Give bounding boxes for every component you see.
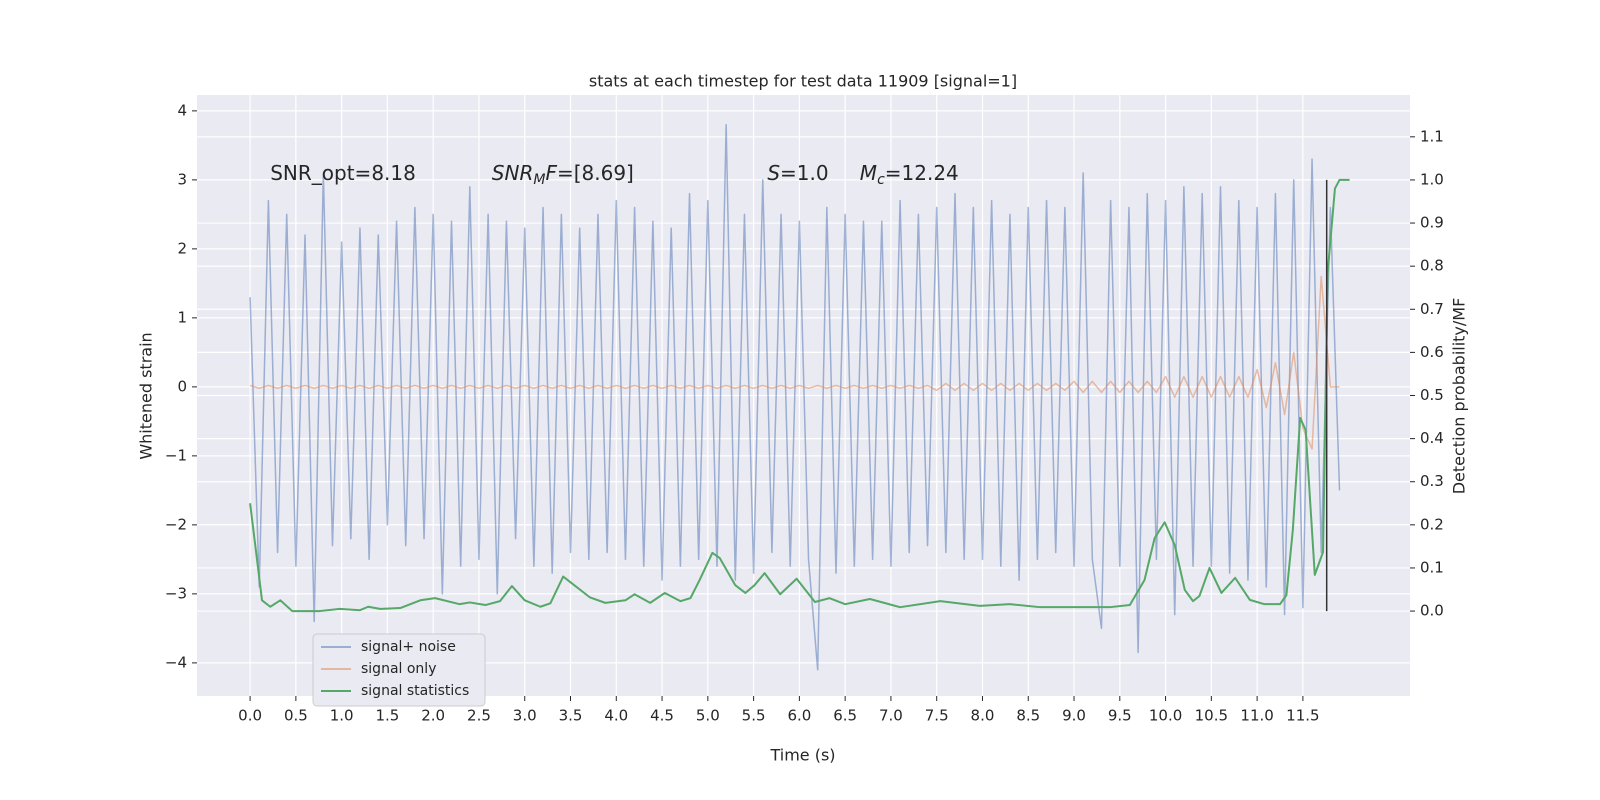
y2-tick-label: 0.2 [1420,515,1444,533]
x-tick-label: 4.0 [604,707,628,725]
x-tick-label: 6.0 [787,707,811,725]
y2-axis-label: Detection probability/MF [1450,298,1469,495]
x-tick-label: 2.5 [467,707,491,725]
y2-tick-label: 0.6 [1420,343,1444,361]
y-tick-label: −3 [165,584,187,602]
x-tick-label: 3.5 [559,707,583,725]
y2-tick-label: 0.9 [1420,214,1444,232]
x-tick-label: 6.5 [833,707,857,725]
legend-box [312,633,486,707]
annotation: SNRMF=[8.69] [492,161,634,188]
y2-tick-label: 0.1 [1420,558,1444,576]
x-tick-label: 5.0 [696,707,720,725]
y2-tick-label: 1.0 [1420,170,1444,188]
y-axis-label: Whitened strain [137,332,156,459]
y-tick-label: −2 [165,515,187,533]
chart-title: stats at each timestep for test data 119… [589,72,1017,91]
x-tick-label: 8.5 [1016,707,1040,725]
x-tick-label: 5.5 [742,707,766,725]
x-tick-label: 8.0 [971,707,995,725]
annotation-part: c [877,171,885,187]
legend-label: signal+ noise [361,639,456,655]
x-tick-label: 7.0 [879,707,903,725]
series-line [249,123,1341,671]
x-tick-label: 2.0 [421,707,445,725]
annotation: Mc=12.24 [860,161,959,188]
y2-tick-label: 0.4 [1420,429,1444,447]
y2-tick-label: 0.8 [1420,257,1444,275]
x-tick-label: 0.0 [238,707,262,725]
annotation-part: S [767,161,780,185]
annotation: SNR_opt=8.18 [270,161,416,185]
x-tick-label: 11.5 [1286,707,1319,725]
annotation-part: M [533,171,545,187]
y2-tick-label: 1.1 [1420,127,1444,145]
x-axis-label: Time (s) [769,746,835,765]
x-tick-label: 10.0 [1149,707,1182,725]
annotation-part: M [860,161,877,185]
y-tick-label: 1 [177,308,187,326]
annotation-part: SNR [492,161,534,185]
x-tick-label: 7.5 [925,707,949,725]
annotation-part: =12.24 [885,161,959,185]
series-line [249,275,1340,450]
y2-tick-label: 0.0 [1420,602,1444,620]
annotation: S=1.0 [767,161,828,185]
x-tick-label: 3.0 [513,707,537,725]
annotation-part: F [545,161,557,185]
y-tick-label: 3 [177,170,187,188]
annotation-part: SNR_opt=8.18 [270,161,416,185]
annotation-part: =1.0 [780,161,829,185]
y-tick-label: 4 [177,101,187,119]
y-tick-label: 2 [177,239,187,257]
y-tick-label: 0 [177,377,187,395]
x-tick-label: 9.5 [1108,707,1132,725]
x-tick-label: 1.5 [375,707,399,725]
x-tick-label: 9.0 [1062,707,1086,725]
x-tick-label: 4.5 [650,707,674,725]
y-tick-label: −4 [165,653,187,671]
y-tick-label: −1 [165,446,187,464]
legend-label: signal only [361,661,436,677]
annotation-part: =[8.69] [557,161,634,185]
y2-tick-label: 0.3 [1420,472,1444,490]
x-tick-label: 11.0 [1240,707,1273,725]
series-line [249,178,1350,613]
x-tick-label: 1.0 [330,707,354,725]
x-tick-label: 10.5 [1195,707,1228,725]
y2-tick-label: 0.5 [1420,386,1444,404]
y2-tick-label: 0.7 [1420,300,1444,318]
legend-label: signal statistics [361,683,469,699]
x-tick-label: 0.5 [284,707,308,725]
